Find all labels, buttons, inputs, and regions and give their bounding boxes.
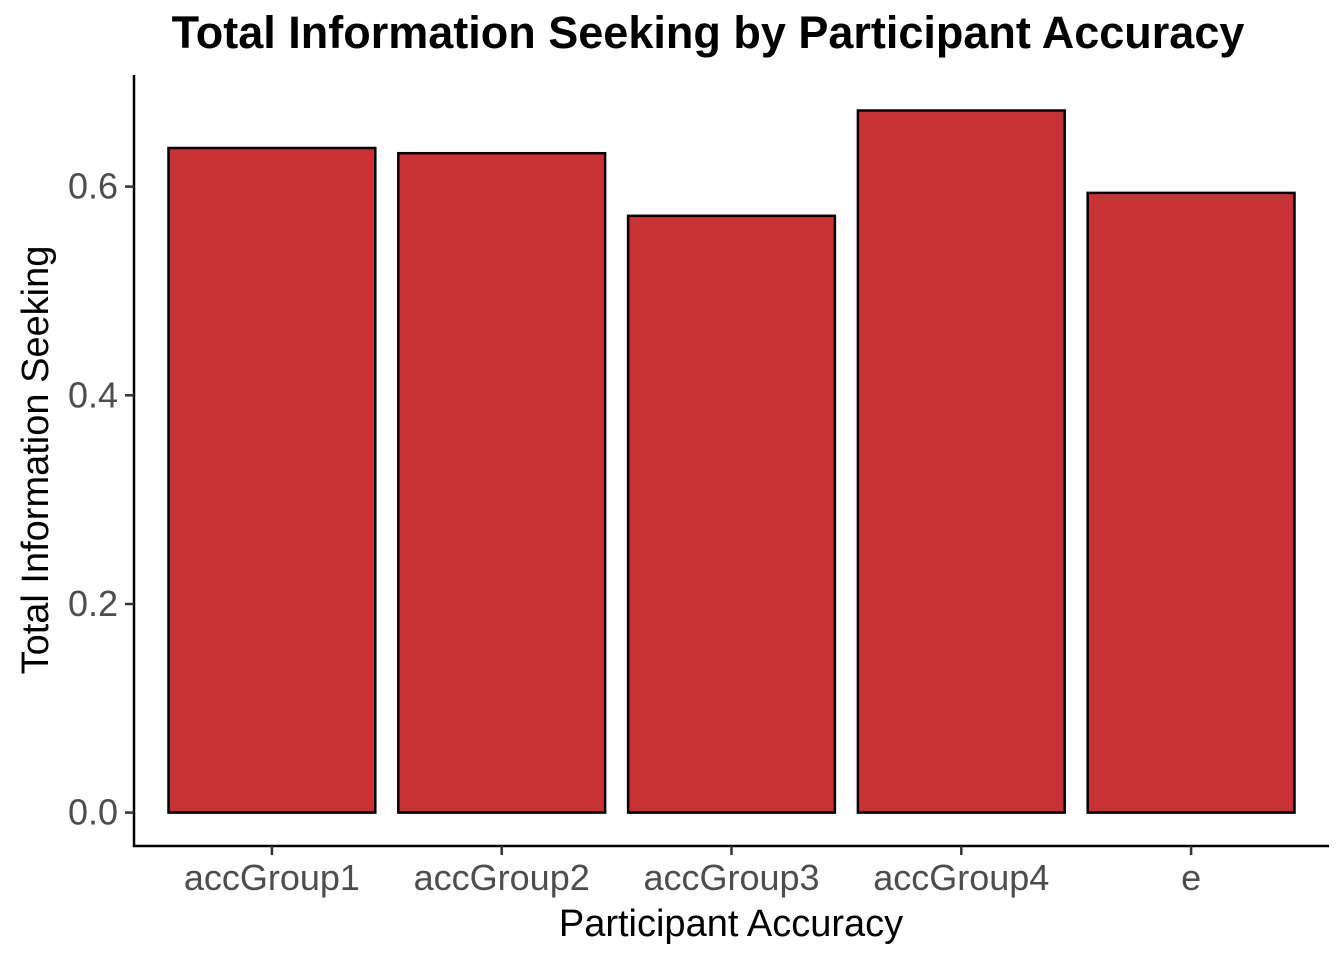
- y-tick-label: 0.2: [68, 583, 118, 624]
- x-tick-label: accGroup1: [184, 857, 360, 898]
- y-axis-label: Total Information Seeking: [15, 246, 57, 675]
- plot-area: [167, 109, 1296, 814]
- x-axis-label: Participant Accuracy: [559, 903, 903, 945]
- bar-accGroup3: [626, 214, 837, 814]
- y-tick-label: 0.0: [68, 792, 118, 833]
- x-tick-label: e: [1181, 857, 1201, 898]
- bar-e: [1086, 191, 1296, 814]
- x-tick-label: accGroup2: [414, 857, 590, 898]
- y-axis: 0.0 0.2 0.4 0.6: [68, 166, 134, 833]
- bar-accGroup4: [856, 109, 1066, 814]
- bar-accGroup2: [397, 151, 607, 814]
- y-tick-label: 0.4: [68, 374, 118, 415]
- x-tick-label: accGroup3: [643, 857, 819, 898]
- bar-accGroup1: [167, 146, 377, 814]
- chart-title: Total Information Seeking by Participant…: [172, 7, 1245, 58]
- x-tick-label: accGroup4: [873, 857, 1049, 898]
- x-axis: accGroup1 accGroup2 accGroup3 accGroup4 e: [184, 846, 1201, 898]
- y-tick-label: 0.6: [68, 166, 118, 207]
